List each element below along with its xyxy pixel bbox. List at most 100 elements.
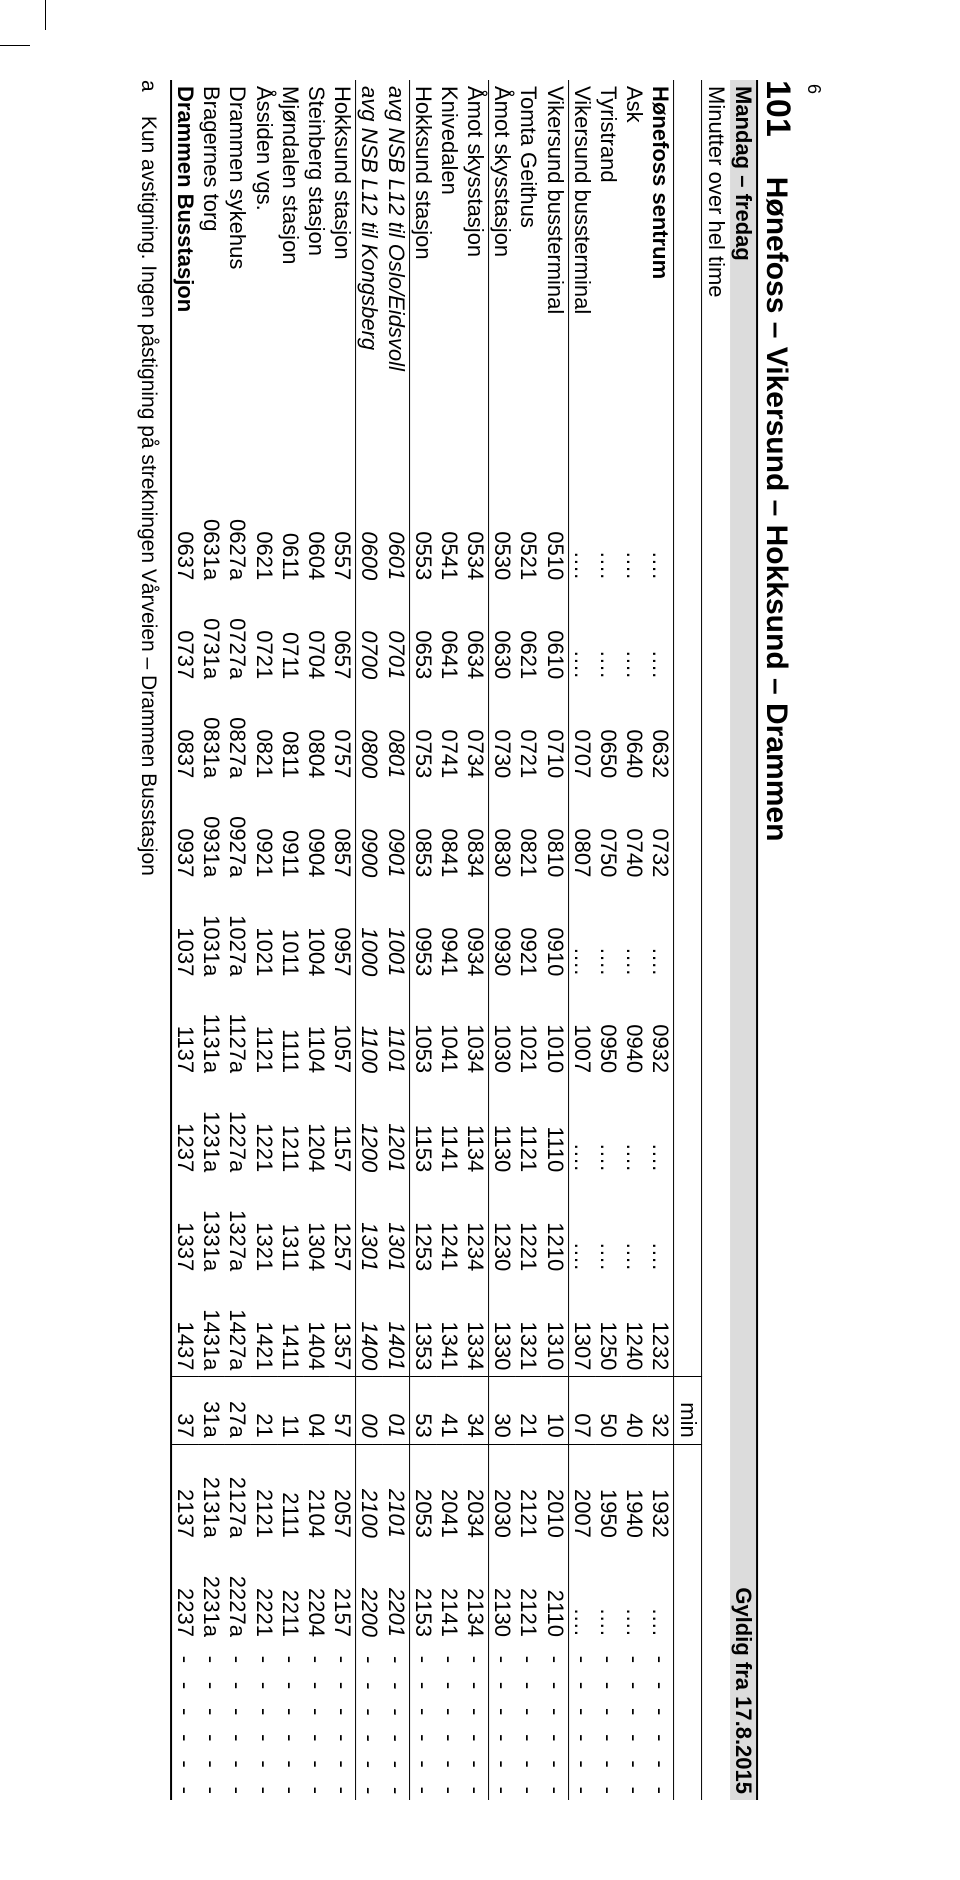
time-cell: - xyxy=(595,1748,621,1774)
time-cell: 1210 xyxy=(542,1178,569,1277)
time-cell: 0721 xyxy=(515,685,541,784)
time-cell: 1057 xyxy=(329,982,356,1079)
stop-name: Hønefoss sentrum xyxy=(647,80,674,487)
time-cell: 2134 xyxy=(462,1544,489,1643)
time-cell: - xyxy=(647,1669,674,1695)
time-cell: 0711 xyxy=(277,586,303,685)
time-cell: 1232 xyxy=(647,1277,674,1377)
time-cell: 0700 xyxy=(356,586,383,685)
time-cell: - xyxy=(542,1721,569,1747)
stop-name: avg NSB L12 til Oslo/Eidsvoll xyxy=(382,80,409,487)
time-cell: 1204 xyxy=(303,1079,329,1178)
time-cell: - xyxy=(356,1721,383,1747)
time-cell: .... xyxy=(595,1079,621,1178)
time-cell: - xyxy=(568,1643,595,1669)
time-cell: 1053 xyxy=(409,982,436,1079)
time-cell: .... xyxy=(647,1178,674,1277)
stop-name: Steinberg stasjon xyxy=(303,80,329,487)
time-cell: 1231a xyxy=(198,1079,224,1178)
time-cell: 0921 xyxy=(515,883,541,982)
time-cell: 10 xyxy=(542,1377,569,1444)
time-cell: - xyxy=(224,1695,250,1721)
time-cell: - xyxy=(515,1748,541,1774)
footnote-key: a xyxy=(136,80,160,110)
time-cell: 2157 xyxy=(329,1544,356,1643)
time-cell: .... xyxy=(621,1544,647,1643)
time-cell: 0821 xyxy=(515,784,541,883)
time-cell: - xyxy=(171,1748,198,1774)
time-cell: - xyxy=(542,1669,569,1695)
time-cell: 1141 xyxy=(436,1079,462,1178)
time-cell: - xyxy=(409,1643,436,1669)
time-cell: - xyxy=(542,1643,569,1669)
time-cell: 31a xyxy=(198,1377,224,1444)
time-cell: - xyxy=(462,1748,489,1774)
time-cell: - xyxy=(356,1669,383,1695)
time-cell: 0704 xyxy=(303,586,329,685)
time-cell: 0632 xyxy=(647,685,674,784)
time-cell: 32 xyxy=(647,1377,674,1444)
stop-name: Hokksund stasjon xyxy=(329,80,356,487)
time-cell: 2201 xyxy=(382,1544,409,1643)
time-cell: 1007 xyxy=(568,982,595,1079)
time-cell: - xyxy=(171,1721,198,1747)
time-cell: - xyxy=(251,1774,277,1800)
time-cell: 0627a xyxy=(224,487,250,586)
time-cell: .... xyxy=(568,1079,595,1178)
time-cell: 1341 xyxy=(436,1277,462,1377)
time-cell: 2030 xyxy=(489,1444,516,1544)
time-cell: 1334 xyxy=(462,1277,489,1377)
time-cell: 2057 xyxy=(329,1444,356,1544)
time-cell: 1330 xyxy=(489,1277,516,1377)
time-cell: 37 xyxy=(171,1377,198,1444)
time-cell: 0630 xyxy=(489,586,516,685)
time-cell: 0837 xyxy=(171,685,198,784)
time-cell: - xyxy=(198,1748,224,1774)
time-cell: 1027a xyxy=(224,883,250,982)
time-cell: 1431a xyxy=(198,1277,224,1377)
time-cell: - xyxy=(356,1748,383,1774)
stop-name: Åmot skysstasjon xyxy=(489,80,516,487)
time-cell: 0707 xyxy=(568,685,595,784)
time-cell: 2153 xyxy=(409,1544,436,1643)
time-cell: 0701 xyxy=(382,586,409,685)
time-cell: 2100 xyxy=(356,1444,383,1544)
time-cell: 0950 xyxy=(595,982,621,1079)
time-cell: 0857 xyxy=(329,784,356,883)
time-cell: 0900 xyxy=(356,784,383,883)
time-cell: - xyxy=(542,1774,569,1800)
time-cell: 1100 xyxy=(356,982,383,1079)
time-cell: 1157 xyxy=(329,1079,356,1178)
time-cell: 1021 xyxy=(515,982,541,1079)
stop-name: Hokksund stasjon xyxy=(409,80,436,487)
time-cell: 40 xyxy=(621,1377,647,1444)
time-cell: - xyxy=(647,1774,674,1800)
time-cell: - xyxy=(251,1695,277,1721)
time-cell: 1307 xyxy=(568,1277,595,1377)
time-cell: - xyxy=(277,1669,303,1695)
time-cell: 1940 xyxy=(621,1444,647,1544)
time-cell: 1000 xyxy=(356,883,383,982)
stop-name: Åmot skysstasjon xyxy=(462,80,489,487)
time-cell: 0541 xyxy=(436,487,462,586)
time-cell: 30 xyxy=(489,1377,516,1444)
time-cell: 1211 xyxy=(277,1079,303,1178)
time-cell: - xyxy=(251,1721,277,1747)
time-cell: 2141 xyxy=(436,1544,462,1643)
time-cell: - xyxy=(621,1721,647,1747)
time-cell: - xyxy=(251,1669,277,1695)
time-cell: 1200 xyxy=(356,1079,383,1178)
time-cell: 2231a xyxy=(198,1544,224,1643)
stop-name: Drammen Busstasjon xyxy=(171,80,198,487)
timetable: Mandag – fredagGyldig fra 17.8.2015Minut… xyxy=(170,80,758,1800)
time-cell: 0753 xyxy=(409,685,436,784)
time-cell: 2041 xyxy=(436,1444,462,1544)
time-cell: 1101 xyxy=(382,982,409,1079)
time-cell: 2121 xyxy=(515,1444,541,1544)
time-cell: 2034 xyxy=(462,1444,489,1544)
time-cell: .... xyxy=(568,1544,595,1643)
time-cell: 0931a xyxy=(198,784,224,883)
time-cell: 1301 xyxy=(356,1178,383,1277)
time-cell: - xyxy=(436,1669,462,1695)
time-cell: 0957 xyxy=(329,883,356,982)
